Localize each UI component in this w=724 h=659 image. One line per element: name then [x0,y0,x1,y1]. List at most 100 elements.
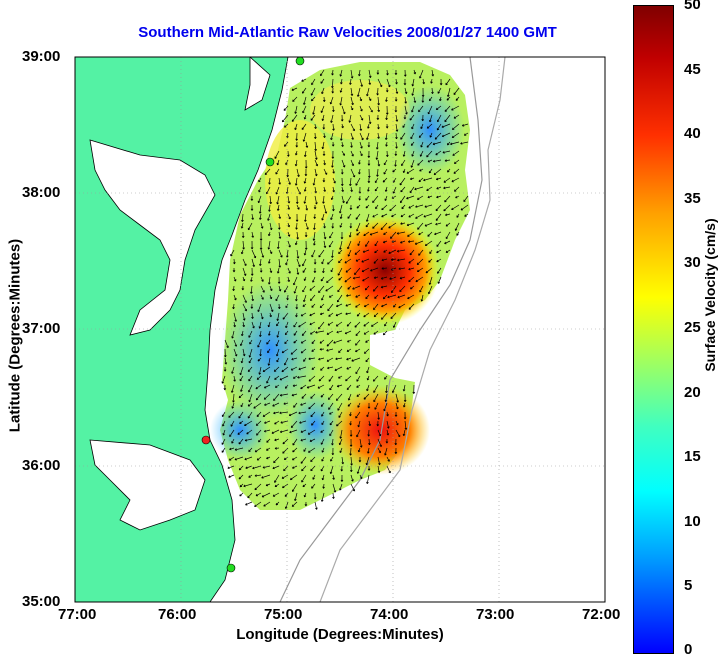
velocity-arrow [313,258,317,265]
velocity-arrow [238,474,244,480]
velocity-arrow [436,123,442,131]
velocity-arrow [381,267,388,270]
velocity-arrow [242,294,247,303]
velocity-arrow [296,231,300,240]
velocity-arrow [394,438,398,446]
velocity-arrow [375,150,379,160]
velocity-arrow [261,474,271,479]
velocity-arrow [417,222,424,230]
velocity-arrow [318,375,325,382]
velocity-arrow [266,339,271,345]
velocity-arrow [390,231,397,239]
velocity-arrow [374,177,379,184]
velocity-arrow [408,267,415,271]
velocity-arrow [277,276,281,284]
velocity-arrow [221,447,226,453]
velocity-arrow [382,177,388,183]
velocity-arrow [350,132,354,140]
velocity-arrow [394,105,398,113]
velocity-arrow [276,357,280,363]
velocity-arrow [331,438,334,446]
velocity-arrow [233,294,237,301]
velocity-arrow [292,447,298,453]
velocity-arrow [318,321,325,330]
velocity-arrow [356,312,361,317]
velocity-arrow [367,168,371,178]
velocity-arrow [275,348,280,357]
velocity-arrow [436,258,442,263]
velocity-arrow [261,492,271,498]
velocity-arrow [385,105,389,115]
velocity-arrow [453,87,460,95]
velocity-arrow [320,492,325,502]
velocity-arrow [349,465,353,473]
velocity-arrow [238,393,244,399]
velocity-arrow [366,384,370,392]
velocity-arrow [268,177,271,185]
velocity-arrow [242,348,246,357]
velocity-arrow [329,465,334,475]
velocity-arrow [339,483,343,491]
velocity-arrow [427,285,433,295]
velocity-arrow [368,69,372,78]
velocity-arrow [292,375,298,379]
velocity-arrow [391,384,397,393]
velocity-arrow [365,195,370,201]
velocity-arrow [399,285,406,293]
velocity-arrow [312,276,316,283]
velocity-arrow [341,141,344,147]
velocity-arrow [266,456,271,460]
velocity-arrow [436,249,442,254]
velocity-arrow [314,150,318,160]
velocity-arrow [455,195,460,199]
velocity-arrow [338,375,343,379]
velocity-arrow [313,267,317,273]
velocity-arrow [275,339,280,347]
velocity-arrow [311,303,316,308]
velocity-arrow [446,87,451,97]
velocity-arrow [400,222,406,225]
velocity-arrow [435,177,442,181]
velocity-arrow [266,375,271,384]
velocity-arrow [304,501,308,507]
velocity-arrow [426,123,433,129]
velocity-arrow [329,384,334,391]
bay-water [89,139,216,336]
velocity-arrow [427,231,433,237]
velocity-arrow [345,303,352,307]
velocity-arrow [250,285,253,294]
velocity-arrow [346,321,352,327]
velocity-arrow [359,438,363,448]
velocity-arrow [416,267,424,273]
velocity-arrow [269,249,273,254]
velocity-arrow [322,123,326,130]
velocity-arrow [331,249,334,258]
velocity-arrow [292,465,298,469]
velocity-arrow [301,123,307,130]
velocity-arrow [251,249,257,259]
velocity-arrow [276,312,280,322]
velocity-arrow [355,330,361,336]
velocity-arrow [445,249,451,253]
velocity-arrow [325,285,334,292]
velocity-arrow [366,87,370,97]
velocity-arrow [418,231,424,236]
velocity-arrow [311,348,316,352]
velocity-arrow [295,222,298,230]
velocity-arrow [263,501,271,507]
velocity-arrow [345,267,352,273]
velocity-arrow [365,213,370,222]
velocity-arrow [277,303,281,310]
velocity-arrow [322,483,325,489]
velocity-arrow [461,123,469,127]
velocity-arrow [427,195,433,199]
velocity-arrow [415,213,424,219]
velocity-arrow [363,330,370,335]
velocity-arrow [282,312,289,320]
velocity-arrow [390,258,397,261]
velocity-arrow [302,303,307,307]
velocity-arrow [406,222,415,227]
velocity-arrow [291,87,298,91]
velocity-arrow [283,465,289,472]
velocity-arrow [386,78,391,88]
